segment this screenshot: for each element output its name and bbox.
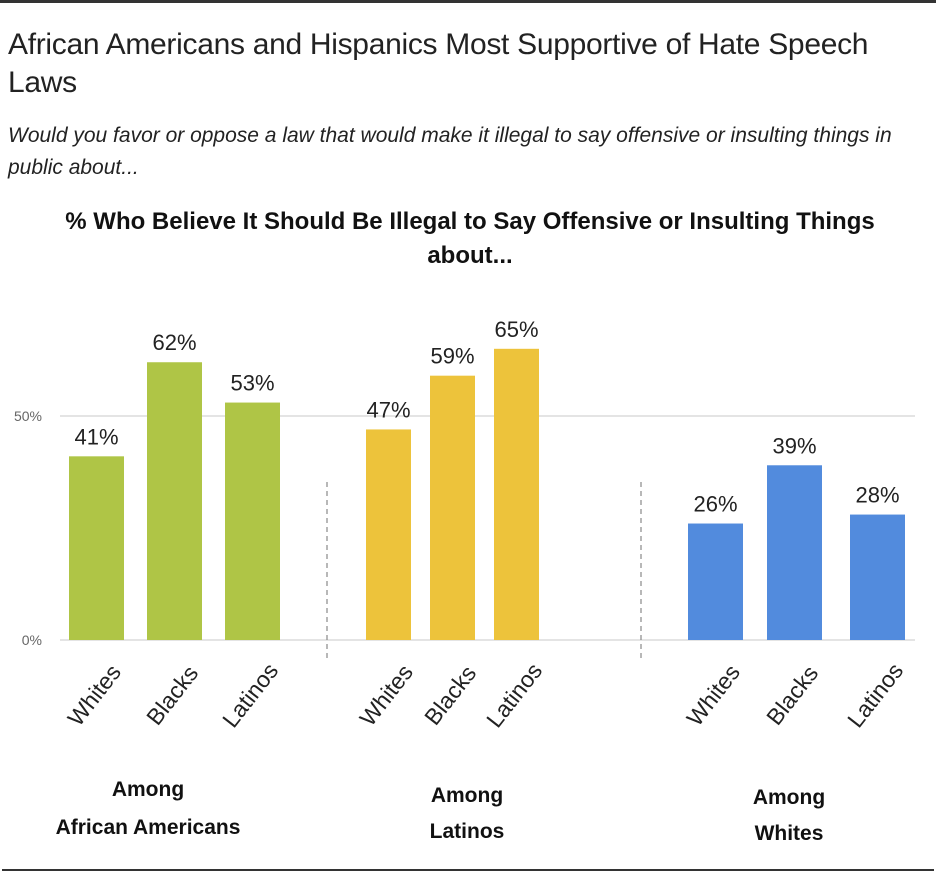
data-label: 26%: [693, 492, 737, 517]
group-label: Among: [112, 778, 184, 801]
category-label: Blacks: [419, 660, 481, 729]
bar-among-african-americans-whites: [69, 456, 124, 640]
bar-among-latinos-latinos: [494, 348, 539, 640]
category-label: Whites: [354, 659, 418, 730]
category-label: Latinos: [842, 658, 908, 732]
page-subtitle: Would you favor or oppose a law that wou…: [8, 124, 892, 179]
chart-title: % Who Believe It Should Be Illegal to Sa…: [65, 208, 875, 269]
data-label: 39%: [772, 433, 816, 458]
page-title: African Americans and Hispanics Most Sup…: [8, 28, 869, 99]
data-label: 28%: [855, 483, 899, 508]
group-label: Among: [431, 784, 503, 807]
group-label: Among: [753, 786, 825, 809]
bar-among-whites-latinos: [850, 514, 905, 640]
y-tick-label: 0%: [22, 632, 42, 648]
data-label: 59%: [430, 344, 474, 369]
y-tick-label: 50%: [14, 408, 42, 424]
group-label: African Americans: [56, 816, 241, 839]
data-label: 62%: [152, 330, 196, 355]
data-label: 47%: [366, 397, 410, 422]
bar-among-african-americans-latinos: [225, 402, 280, 640]
category-label: Blacks: [761, 660, 823, 729]
category-label: Latinos: [217, 658, 283, 732]
data-label: 53%: [230, 371, 274, 396]
category-label: Blacks: [141, 660, 203, 729]
data-label: 65%: [494, 317, 538, 342]
group-label: Whites: [755, 822, 824, 845]
bar-among-african-americans-blacks: [147, 362, 202, 640]
top-rule: [0, 0, 936, 3]
bar-among-whites-blacks: [767, 465, 822, 640]
category-label: Whites: [62, 659, 126, 730]
bottom-rule: [2, 869, 934, 871]
bar-among-whites-whites: [688, 523, 743, 640]
bar-among-latinos-blacks: [430, 375, 475, 640]
category-label: Latinos: [481, 658, 547, 732]
bar-among-latinos-whites: [366, 429, 411, 640]
group-label: Latinos: [430, 820, 505, 843]
category-label: Whites: [681, 659, 745, 730]
data-label: 41%: [74, 424, 118, 449]
